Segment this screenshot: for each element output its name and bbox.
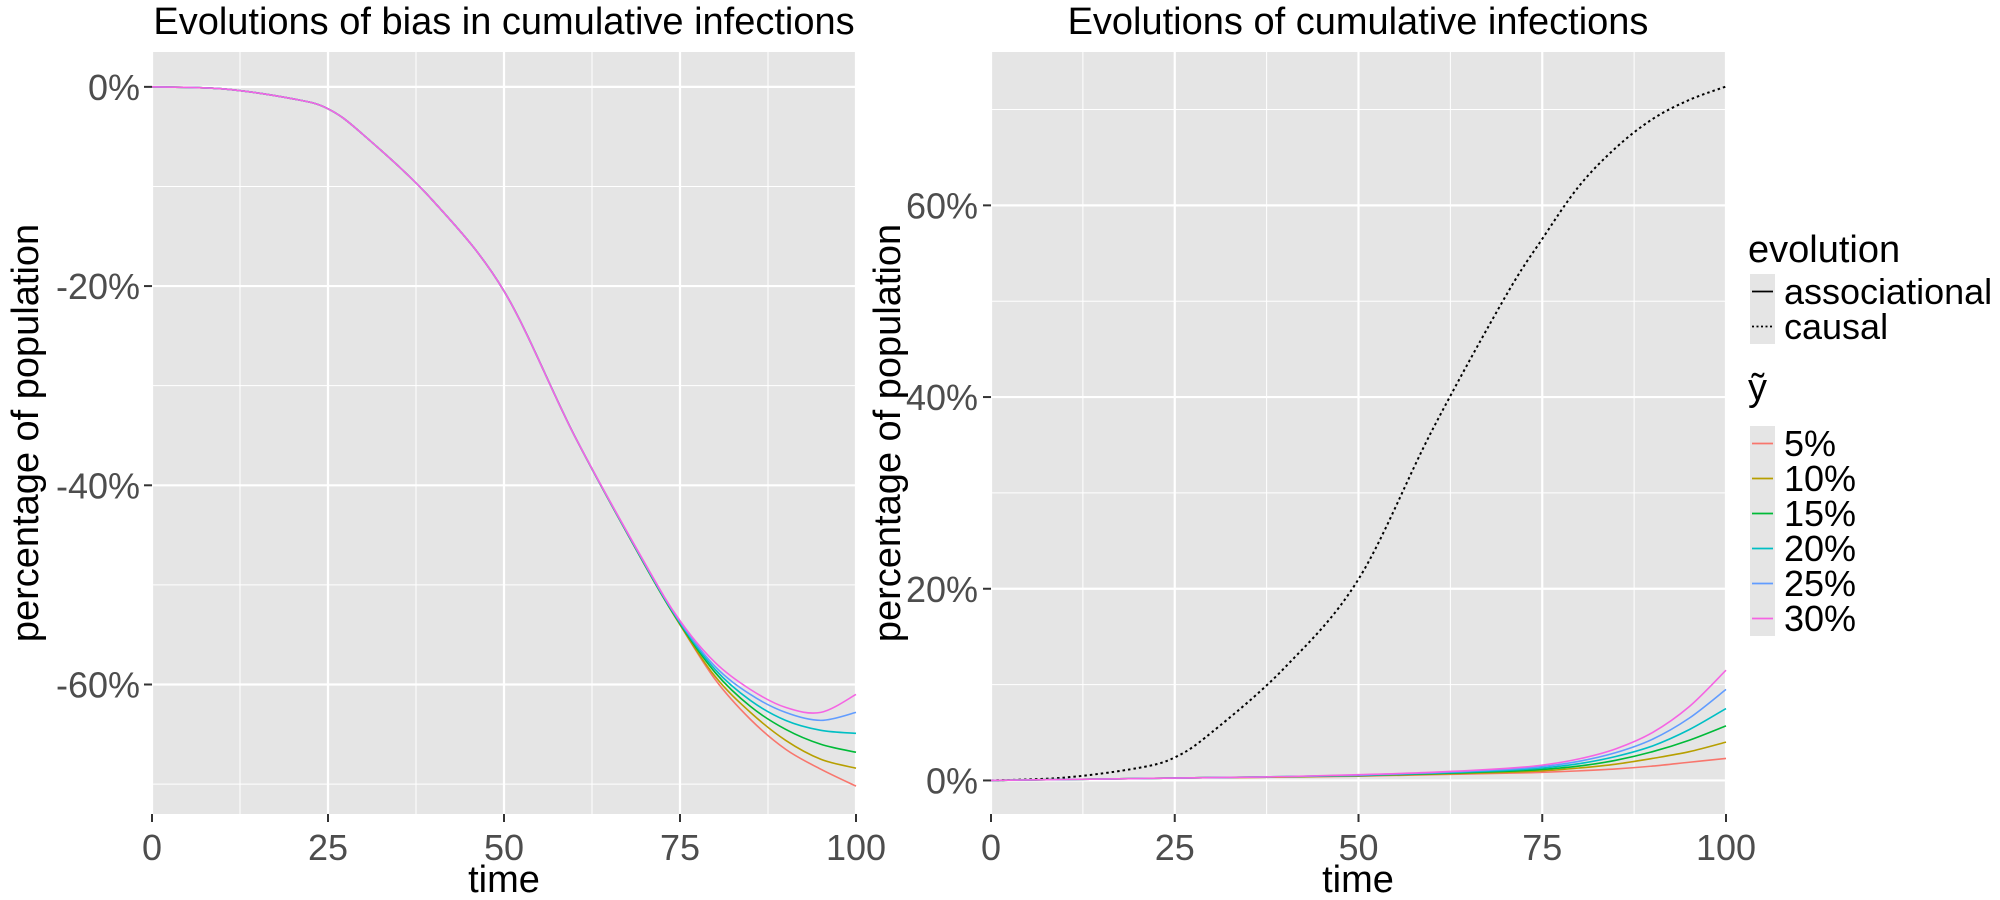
bias-y-ticks: 0% -20% -40% -60%: [56, 67, 152, 706]
legend-y-items: 5%10%15%20%25%30%: [1750, 423, 1856, 639]
infections-gridlines: [989, 52, 1728, 814]
legend-label-30pct: 30%: [1784, 598, 1856, 639]
legend-label-10pct: 10%: [1784, 458, 1856, 499]
bias-x-tick-label: 100: [826, 827, 886, 868]
bias-y-tick-label: -60%: [56, 665, 140, 706]
infections-y-ticks: 0% 20% 40% 60%: [906, 185, 991, 801]
infections-x-tick-label: 75: [1522, 827, 1562, 868]
infections-x-tick-label: 100: [1696, 827, 1756, 868]
infections-x-tick-label: 0: [981, 827, 1001, 868]
legend-label-15pct: 15%: [1784, 493, 1856, 534]
bias-chart-title: Evolutions of bias in cumulative infecti…: [153, 1, 854, 43]
infections-series-lines: [990, 85, 1727, 782]
infections-chart: 0 25 50 75 100 0% 20% 40% 60% Evolutions of cum…: [867, 1, 1756, 900]
legend-evolution-title: evolution: [1748, 229, 1900, 271]
infections-x-tick-label: 50: [1338, 827, 1378, 868]
infections-y-axis-title: percentage of population: [867, 224, 909, 642]
bias-y-axis-title: percentage of population: [5, 224, 47, 642]
bias-gridlines: [150, 52, 858, 814]
infections-chart-title: Evolutions of cumulative infections: [1068, 1, 1649, 43]
legend-label-associational: associational: [1784, 271, 1992, 312]
legend-label-20pct: 20%: [1784, 528, 1856, 569]
bias-y-tick-label: -40%: [56, 465, 140, 506]
bias-series-lines: [151, 86, 857, 787]
bias-y-tick-label: -20%: [56, 266, 140, 307]
infections-series-line-causal: [990, 85, 1727, 782]
infections-x-tick-label: 25: [1155, 827, 1195, 868]
infections-x-ticks: 0 25 50 75 100: [981, 814, 1756, 868]
bias-x-tick-label: 50: [484, 827, 524, 868]
infections-x-axis-title: time: [1322, 859, 1394, 900]
legend-label-causal: causal: [1784, 306, 1888, 347]
infections-series-line-30pct: [990, 669, 1727, 782]
bias-x-tick-label: 75: [660, 827, 700, 868]
bias-x-tick-label: 25: [308, 827, 348, 868]
bias-series-line-30pct: [151, 86, 857, 714]
legend-y-title: ỹ: [1748, 367, 1767, 409]
infections-y-tick-label: 40%: [906, 377, 978, 418]
legend-label-5pct: 5%: [1784, 423, 1836, 464]
infections-y-tick-label: 60%: [906, 185, 978, 226]
bias-x-ticks: 0 25 50 75 100: [142, 814, 886, 868]
infections-y-tick-label: 0%: [926, 760, 978, 801]
legend-label-25pct: 25%: [1784, 563, 1856, 604]
bias-x-axis-title: time: [468, 859, 540, 900]
bias-chart: 0 25 50 75 100 0% -20% -40% -60% Evolutions of …: [5, 1, 886, 900]
bias-x-tick-label: 0: [142, 827, 162, 868]
bias-y-tick-label: 0%: [88, 67, 140, 108]
infections-y-tick-label: 20%: [906, 569, 978, 610]
